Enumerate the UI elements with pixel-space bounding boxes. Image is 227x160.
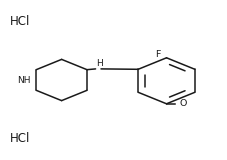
Text: F: F	[155, 50, 161, 59]
Text: O: O	[180, 99, 187, 108]
Text: HCl: HCl	[10, 15, 30, 28]
Text: HCl: HCl	[10, 132, 30, 145]
Text: NH: NH	[17, 76, 31, 84]
Text: H: H	[96, 59, 103, 68]
